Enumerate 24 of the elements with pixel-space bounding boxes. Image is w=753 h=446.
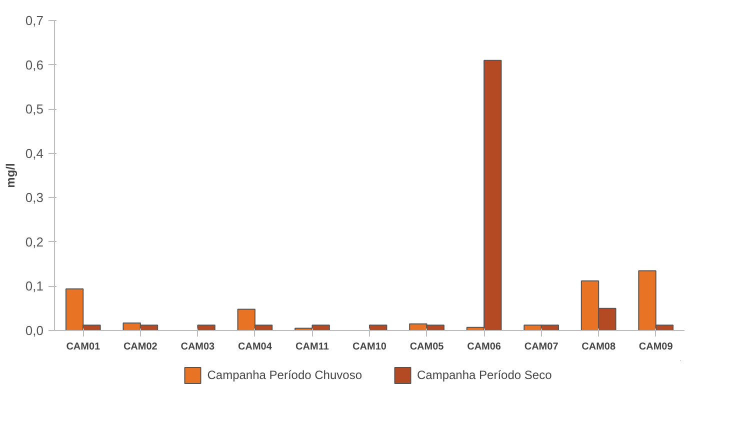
y-tick-label: 0,3 [25, 190, 44, 206]
x-tick-label: CAM08 [582, 342, 616, 352]
y-tick-label: 0,5 [25, 102, 44, 117]
y-tick-label: 0,4 [25, 146, 44, 161]
x-tick-label: CAM11 [296, 342, 330, 352]
x-tick-label: CAM04 [238, 342, 272, 352]
y-tick-label: 0,0 [25, 323, 44, 338]
y-tick-label: 0,1 [25, 278, 44, 294]
y-tick-label: 0,2 [25, 234, 44, 250]
x-tick-label: CAM09 [638, 342, 674, 352]
legend-label: Campanha Período Chuvoso [207, 368, 362, 382]
x-tick-label: CAM03 [180, 342, 216, 352]
x-tick-label: CAM05 [410, 342, 444, 352]
x-tick-label: CAM07 [524, 342, 559, 352]
y-tick-label: 0,7 [25, 13, 44, 28]
x-tick-label: CAM01 [66, 342, 101, 352]
bar [197, 324, 216, 330]
y-axis-title: mg/l [3, 163, 18, 188]
x-tick-label: CAM10 [352, 342, 387, 352]
y-tick-label: 0,6 [25, 57, 44, 72]
bar [369, 324, 388, 330]
x-tick-label: CAM02 [123, 342, 158, 352]
x-tick-label: CAM06 [467, 342, 502, 352]
legend-label: Campanha Período Seco [417, 368, 552, 382]
